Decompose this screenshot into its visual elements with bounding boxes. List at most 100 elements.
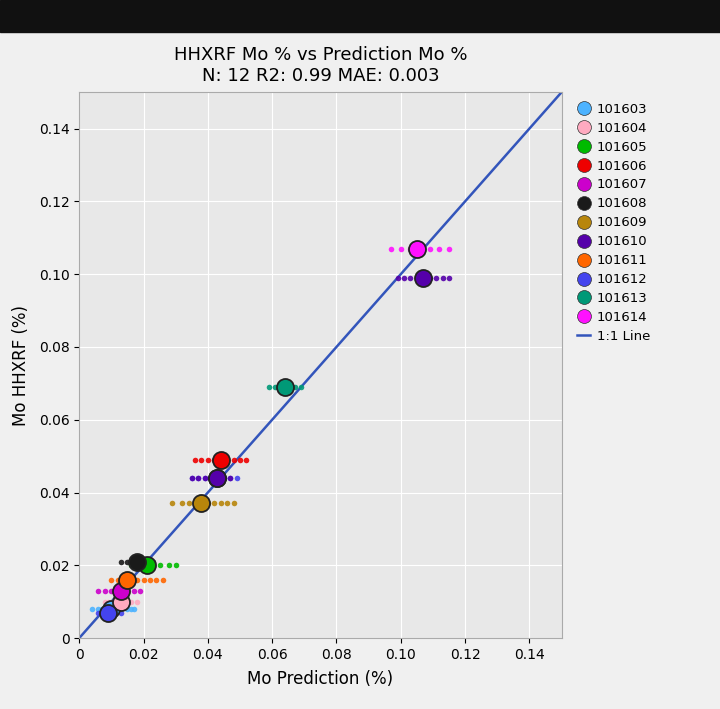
- Point: [221, 498, 233, 509]
- Point: [202, 498, 214, 509]
- Point: [234, 454, 246, 465]
- Point: [148, 559, 159, 571]
- Point: [115, 585, 127, 596]
- Point: [228, 454, 239, 465]
- Point: [125, 556, 136, 567]
- Point: [215, 498, 227, 509]
- Point: [163, 559, 175, 571]
- Point: [122, 585, 133, 596]
- Point: [122, 574, 133, 586]
- Point: [112, 585, 124, 596]
- Point: [138, 574, 149, 586]
- Point: [199, 472, 210, 484]
- Point: [189, 454, 201, 465]
- Point: [196, 454, 207, 465]
- Point: [125, 559, 136, 571]
- Point: [115, 607, 127, 618]
- Point: [167, 498, 179, 509]
- Point: [186, 472, 197, 484]
- Point: [138, 556, 149, 567]
- Point: [128, 585, 140, 596]
- Point: [289, 381, 300, 393]
- Point: [183, 498, 194, 509]
- Point: [212, 472, 223, 484]
- Point: [119, 574, 130, 586]
- Point: [186, 472, 197, 484]
- Point: [424, 272, 436, 284]
- Point: [295, 381, 307, 393]
- Point: [405, 243, 416, 255]
- Point: [128, 603, 140, 615]
- Point: [221, 454, 233, 465]
- Point: [115, 596, 127, 608]
- X-axis label: Mo Prediction (%): Mo Prediction (%): [248, 670, 393, 688]
- Point: [215, 454, 227, 465]
- Point: [269, 381, 281, 393]
- Point: [109, 603, 120, 615]
- Point: [176, 498, 188, 509]
- Point: [411, 272, 423, 284]
- Point: [131, 596, 143, 608]
- Point: [199, 472, 210, 484]
- Point: [276, 381, 287, 393]
- Point: [122, 603, 133, 615]
- Point: [109, 596, 120, 608]
- Point: [141, 559, 153, 571]
- Point: [202, 454, 214, 465]
- Point: [424, 243, 436, 255]
- Point: [264, 381, 275, 393]
- Point: [192, 472, 204, 484]
- Point: [115, 585, 127, 596]
- Point: [150, 574, 162, 586]
- Point: [433, 243, 445, 255]
- Point: [205, 472, 217, 484]
- Point: [196, 498, 207, 509]
- Point: [225, 472, 236, 484]
- Point: [131, 556, 143, 567]
- Point: [225, 472, 236, 484]
- Point: [112, 596, 124, 608]
- Point: [144, 574, 156, 586]
- Point: [444, 243, 455, 255]
- Point: [141, 556, 153, 567]
- Point: [106, 585, 117, 596]
- Point: [131, 574, 143, 586]
- Point: [99, 596, 111, 608]
- Point: [215, 454, 227, 465]
- Point: [279, 381, 291, 393]
- Point: [102, 607, 114, 618]
- Point: [385, 243, 397, 255]
- Point: [109, 607, 120, 618]
- Point: [141, 559, 153, 571]
- Point: [189, 498, 201, 509]
- Point: [93, 585, 104, 596]
- Point: [122, 556, 133, 567]
- Y-axis label: Mo HHXRF (%): Mo HHXRF (%): [12, 305, 30, 425]
- Point: [154, 559, 166, 571]
- Point: [148, 556, 159, 567]
- Point: [444, 272, 455, 284]
- Point: [418, 272, 429, 284]
- Point: [96, 603, 107, 615]
- Point: [125, 596, 136, 608]
- Point: [106, 603, 117, 615]
- Legend: 101603, 101604, 101605, 101606, 101607, 101608, 101609, 101610, 101611, 101612, : 101603, 101604, 101605, 101606, 101607, …: [573, 99, 654, 347]
- Point: [86, 603, 98, 615]
- Point: [122, 596, 133, 608]
- Point: [395, 243, 407, 255]
- Point: [102, 607, 114, 618]
- Point: [131, 559, 143, 571]
- Point: [112, 574, 124, 586]
- Point: [115, 596, 127, 608]
- Point: [418, 272, 429, 284]
- Point: [106, 607, 117, 618]
- Point: [437, 272, 449, 284]
- Point: [228, 498, 239, 509]
- Point: [128, 556, 140, 567]
- Point: [119, 585, 130, 596]
- Point: [218, 472, 230, 484]
- Point: [212, 472, 223, 484]
- Point: [209, 454, 220, 465]
- Point: [115, 603, 127, 615]
- Point: [131, 556, 143, 567]
